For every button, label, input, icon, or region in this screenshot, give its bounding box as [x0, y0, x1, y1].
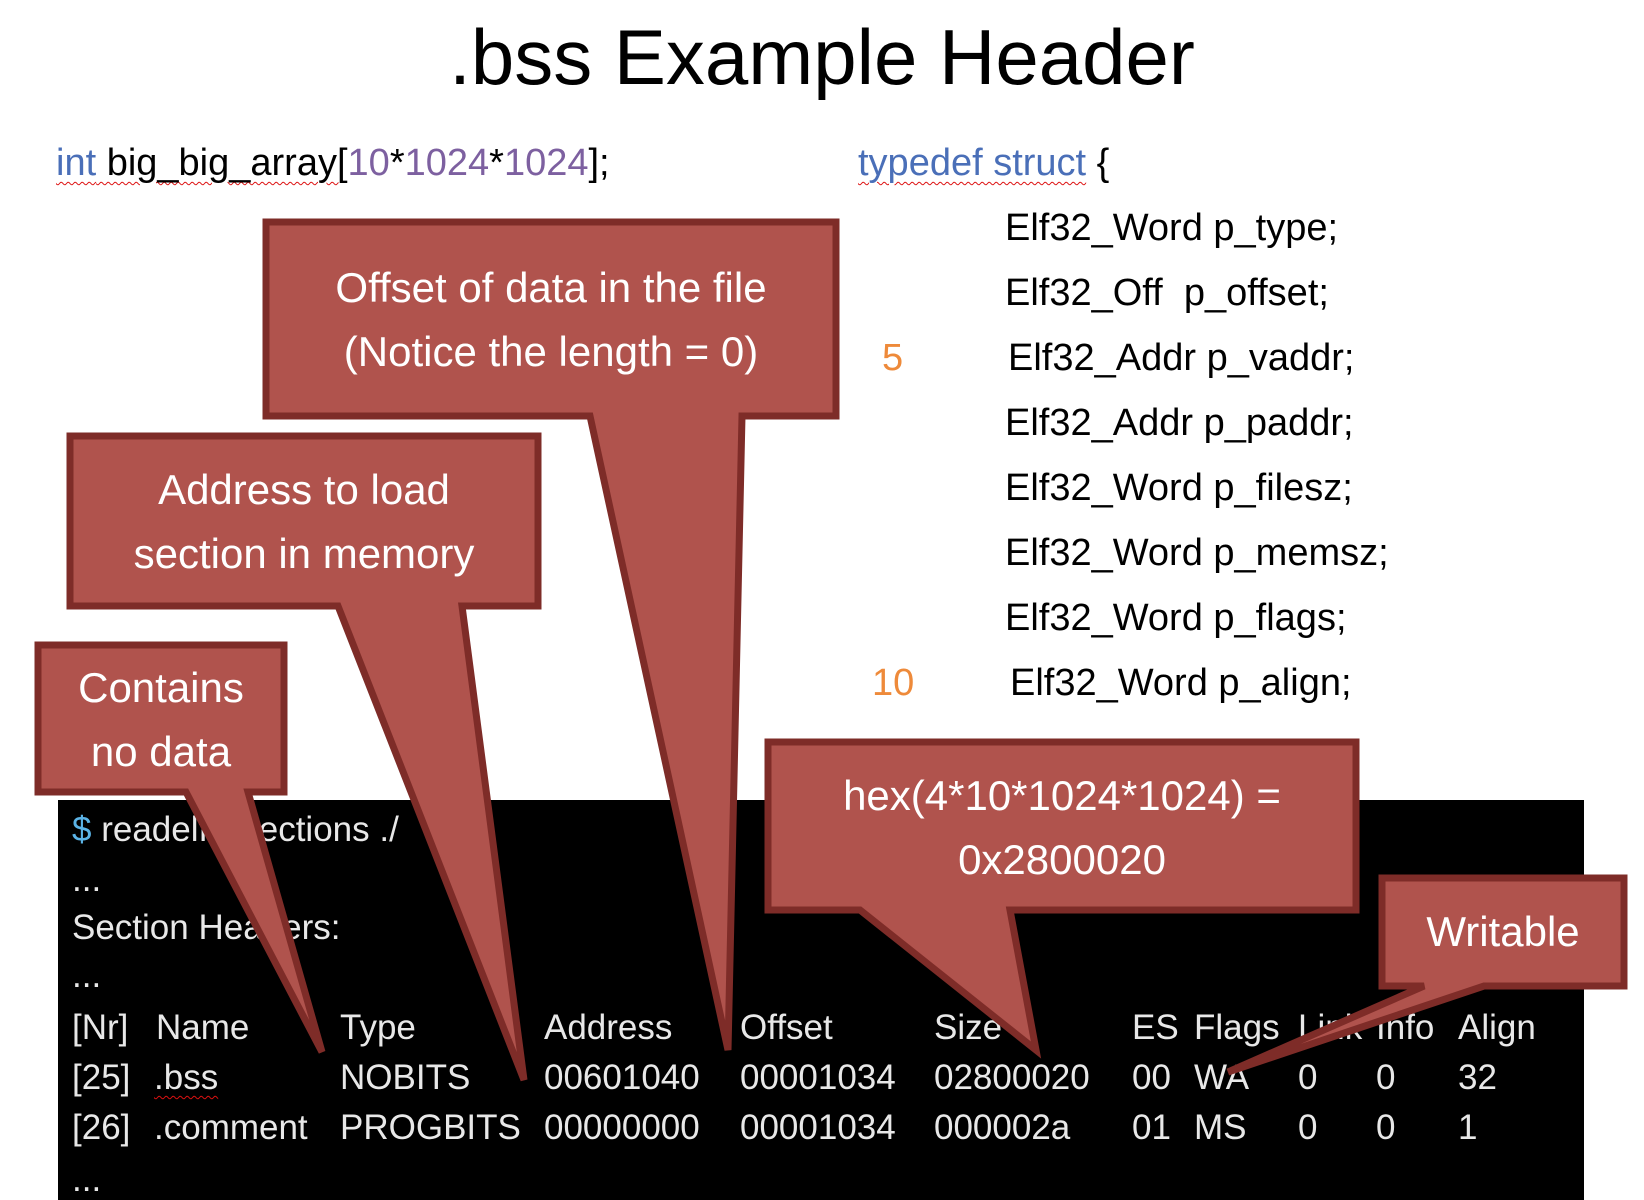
row-comment-es: 01 [1132, 1108, 1171, 1147]
callout-hex-text: hex(4*10*1024*1024) = 0x2800020 [843, 772, 1281, 883]
callout-contains-shape [34, 641, 326, 1054]
row-bss-offset: 00001034 [740, 1058, 896, 1097]
callout-writable-shape [1226, 874, 1628, 1076]
callout-address-shape [66, 432, 542, 1082]
row-comment-link: 0 [1298, 1108, 1318, 1147]
row-bss-type: NOBITS [340, 1058, 471, 1097]
row-comment-nr: [26] [72, 1108, 131, 1147]
array-end: ]; [588, 142, 610, 184]
row-bss-link: 0 [1298, 1058, 1318, 1097]
row-bss-size: 02800020 [934, 1058, 1090, 1097]
callout-offset-text: Offset of data in the file (Notice the l… [335, 264, 767, 375]
callout-writable-text: Writable [1426, 908, 1580, 955]
row-bss-es: 00 [1132, 1058, 1171, 1097]
array-factor-1: 10 [347, 142, 390, 184]
struct-field: Elf32_Word p_memsz; [1005, 532, 1389, 574]
row-comment-type: PROGBITS [340, 1108, 521, 1147]
header-offset: Offset [740, 1008, 833, 1047]
struct-open-brace: { [1086, 142, 1110, 184]
row-comment-address: 00000000 [544, 1108, 700, 1147]
prompt-symbol: $ [72, 810, 92, 849]
row-bss-align: 32 [1458, 1058, 1497, 1097]
array-op-1: * [389, 142, 405, 184]
slide-title: .bss Example Header [449, 13, 1195, 101]
keyword-int: int [56, 142, 97, 184]
array-declaration: int big_big_array[10*1024*1024]; [56, 144, 610, 182]
ellipsis-line: ... [72, 1160, 102, 1199]
callout-hex-shape [764, 738, 1360, 1059]
ellipsis-line: ... [72, 956, 102, 995]
row-comment-name: .comment [154, 1108, 308, 1147]
header-align: Align [1458, 1008, 1536, 1047]
header-es: ES [1132, 1008, 1179, 1047]
row-bss-name: .bss [154, 1058, 219, 1097]
terminal-output: $ readelf --sections ./ ... Section Head… [58, 800, 1584, 1200]
row-comment-size: 000002a [934, 1108, 1071, 1147]
struct-field: Elf32_Word p_align; [1010, 662, 1352, 704]
callout-contains-text: Contains no data [78, 664, 244, 775]
header-type: Type [340, 1008, 416, 1047]
row-bss-nr: [25] [72, 1058, 131, 1097]
keyword-typedef-struct: typedef struct [858, 142, 1087, 184]
row-comment-flags: MS [1194, 1108, 1247, 1147]
row-comment-info: 0 [1376, 1108, 1396, 1147]
array-op-2: * [489, 142, 504, 184]
struct-field: Elf32_Addr p_paddr; [1005, 402, 1354, 444]
header-flags: Flags [1194, 1008, 1280, 1047]
row-bss-info: 0 [1376, 1058, 1396, 1097]
callout-offset-shape [262, 218, 840, 1051]
line-number-10: 10 [872, 662, 915, 704]
struct-field: Elf32_Addr p_vaddr; [1008, 337, 1355, 379]
struct-open: typedef struct { [858, 144, 1109, 182]
array-factor-3: 1024 [503, 142, 589, 184]
array-name: big_big_array[ [96, 142, 348, 184]
row-comment-align: 1 [1458, 1108, 1478, 1147]
callout-address-text: Address to load section in memory [133, 466, 475, 577]
header-address: Address [544, 1008, 673, 1047]
ellipsis-line: ... [72, 860, 102, 899]
struct-field: Elf32_Word p_flags; [1005, 597, 1347, 639]
struct-field: Elf32_Word p_type; [1005, 207, 1339, 249]
line-number-5: 5 [882, 337, 904, 379]
header-name: Name [156, 1008, 250, 1047]
struct-field: Elf32_Word p_filesz; [1005, 467, 1353, 509]
struct-field: Elf32_Off p_offset; [1005, 272, 1329, 314]
row-comment-offset: 00001034 [740, 1108, 896, 1147]
header-nr: [Nr] [72, 1008, 129, 1047]
array-factor-2: 1024 [404, 142, 490, 184]
row-bss-address: 00601040 [544, 1058, 700, 1097]
